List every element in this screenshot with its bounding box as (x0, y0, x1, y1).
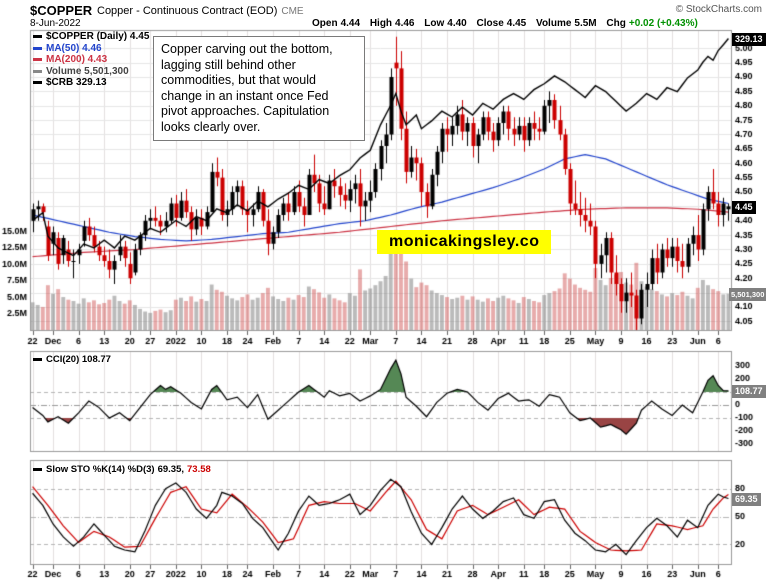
copper-line-icon (33, 35, 42, 39)
crb-value-box: 329.13 (732, 33, 766, 46)
annotation-line: change in an instant once Fed (161, 88, 329, 103)
volume-value-box: 5,501,300 (729, 288, 767, 301)
quote-summary: Open 4.44 High 4.46 Low 4.40 Close 4.45 Volu… (312, 18, 698, 29)
stockcharts-copyright: © StockCharts.com (675, 4, 762, 15)
sto-d-value: 73.58 (187, 464, 211, 475)
symbol-title: $COPPER (30, 3, 93, 18)
chart-legend: $COPPER (Daily) 4.45 MA(50) 4.46 MA(200)… (33, 31, 149, 89)
low-label: Low (424, 18, 445, 29)
legend-crb-label: $CRB 329.13 (46, 77, 107, 89)
legend-volume: Volume 5,501,300 (33, 66, 149, 78)
chart-date: 8-Jun-2022 (30, 18, 81, 29)
volume-label: Volume (536, 18, 572, 29)
crb-line-icon (33, 81, 42, 85)
sto-legend: Slow STO %K(14) %D(3) 69.35, 73.58 (33, 464, 211, 475)
legend-ma50: MA(50) 4.46 (33, 43, 149, 55)
symbol-description: Copper - Continuous Contract (EOD) CME (97, 5, 304, 17)
annotation-line: Copper carving out the bottom, (161, 42, 333, 56)
cci-legend: CCI(20) 108.77 (33, 354, 111, 365)
cci-legend-label: CCI(20) 108.77 (46, 354, 111, 365)
chg-value: +0.02 (+0.43%) (628, 18, 698, 29)
sto-value-box: 69.35 (732, 493, 761, 506)
exchange-label: CME (281, 6, 304, 17)
ma50-line-icon (33, 46, 42, 50)
high-value: 4.46 (395, 18, 415, 29)
cci-value-box: 108.77 (732, 385, 766, 398)
description-text: Copper - Continuous Contract (EOD) (97, 5, 278, 17)
cci-line-icon (33, 358, 42, 361)
annotation-line: commodities, but that would (161, 73, 316, 87)
annotation-line: pivot approaches. Capitulation (161, 104, 330, 118)
open-label: Open (312, 18, 338, 29)
sto-k-value: 69.35, (157, 464, 184, 475)
volume-value: 5.5M (574, 18, 597, 29)
high-label: High (369, 18, 393, 29)
ma200-line-icon (33, 58, 42, 62)
legend-volume-label: Volume 5,501,300 (46, 65, 129, 77)
close-label: Close (476, 18, 504, 29)
sto-legend-label: Slow STO %K(14) %D(3) (46, 464, 155, 475)
annotation-box: Copper carving out the bottom, lagging s… (153, 36, 365, 141)
legend-ma200: MA(200) 4.43 (33, 54, 149, 66)
legend-ma50-label: MA(50) 4.46 (46, 42, 102, 54)
annotation-line: looks clearly over. (161, 119, 261, 134)
legend-ma200-label: MA(200) 4.43 (46, 54, 108, 66)
legend-copper-label: $COPPER (Daily) 4.45 (46, 31, 150, 43)
legend-copper: $COPPER (Daily) 4.45 (33, 31, 149, 43)
low-value: 4.40 (447, 18, 467, 29)
legend-crb: $CRB 329.13 (33, 77, 149, 89)
close-value: 4.45 (506, 18, 527, 29)
chg-label: Chg (606, 18, 626, 29)
volume-bars-icon (33, 69, 42, 73)
watermark: monicakingsley.co (377, 230, 552, 254)
open-value: 4.44 (340, 18, 361, 29)
sto-line-icon (33, 468, 42, 471)
annotation-line: lagging still behind other (161, 57, 296, 72)
price-value-box: 4.45 (732, 201, 756, 214)
